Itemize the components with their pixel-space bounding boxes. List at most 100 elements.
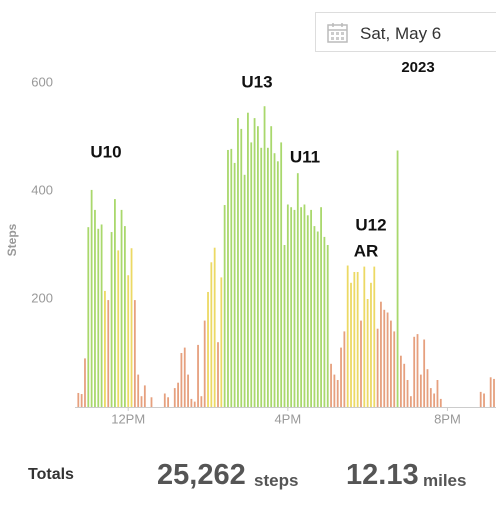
bar [386,312,389,407]
annotation: 2023 [401,59,434,76]
bar [183,347,186,407]
bar [117,250,120,407]
bar [276,161,279,407]
bar [104,290,106,407]
bar [376,328,379,407]
bar [383,309,386,407]
bar [193,401,196,407]
bar [197,344,199,407]
bar [363,266,366,407]
steps-unit: steps [254,471,299,490]
bar [399,355,402,407]
bar [296,173,299,407]
bar [120,209,123,407]
bar [90,189,93,407]
annotation: U11 [290,147,320,166]
bar [107,300,110,407]
bar [260,147,263,408]
bar [433,393,436,407]
bar [313,226,316,407]
bar [94,209,96,407]
bar [303,204,306,407]
bar [310,209,313,407]
bar [366,299,369,407]
bar [273,153,276,407]
bar [266,147,269,408]
y-tick-label: 600 [31,74,53,89]
bar [233,162,236,407]
bar [390,320,392,407]
bar [483,393,485,407]
bar [283,245,286,407]
bar [343,331,346,407]
annotation: U10 [90,142,121,161]
bar [237,118,239,407]
bar [396,150,399,407]
steps-total: 25,262 [157,459,246,491]
bar [356,272,359,407]
date-picker[interactable]: Sat, May 6 [315,12,496,52]
bar [286,204,289,407]
bar [300,207,303,407]
bar [217,342,219,407]
bar [77,392,80,407]
bar [270,126,273,407]
bar [413,336,416,407]
bar [87,227,90,407]
bar [200,396,203,407]
x-tick-label: 4PM [274,411,301,426]
bar [320,207,322,407]
bar [177,382,179,407]
bar [403,363,406,407]
bar [306,215,309,407]
y-tick-label: 200 [31,290,53,305]
bar [436,380,439,407]
bar [210,262,213,407]
bar [114,199,116,407]
bar [133,300,136,407]
chart: Steps 200 400 600 12PM 4PM 8PM U10 U13 U11 U12 AR 2… [5,59,496,426]
bar [416,334,419,407]
bar [493,378,495,407]
miles-total: 12.13 [346,459,419,491]
bar [163,393,166,407]
bar [187,374,189,407]
bar [353,272,356,407]
bar [439,398,442,407]
bar [223,205,226,407]
bar [336,380,339,407]
bar [230,148,233,407]
x-tick-label: 12PM [111,411,145,426]
bar [419,374,422,407]
bar [370,282,372,407]
bar [240,128,243,407]
annotation: U12 [355,215,386,234]
bar [360,320,362,407]
y-tick-label: 400 [31,182,53,197]
calendar-icon [327,23,348,43]
bar [190,398,193,407]
bar [489,377,492,407]
bar [429,388,432,407]
bar [280,142,283,407]
bar [393,331,396,407]
bar [167,397,170,407]
x-tick-label: 8PM [434,411,461,426]
bar [426,369,429,407]
bar [256,126,259,407]
bar [330,363,332,407]
bar [227,149,229,407]
bar [290,207,293,407]
bar [173,388,176,407]
annotation: AR [354,241,379,260]
bar [100,224,103,407]
totals: Totals 25,262 steps 12.13 miles [0,455,496,500]
y-axis-label: Steps [5,223,19,256]
bar [84,358,86,407]
bar [350,282,352,407]
bar [130,248,133,407]
bar [140,396,143,407]
date-text: Sat, May 6 [360,24,442,43]
bar [180,353,183,407]
annotation: U13 [241,72,272,91]
